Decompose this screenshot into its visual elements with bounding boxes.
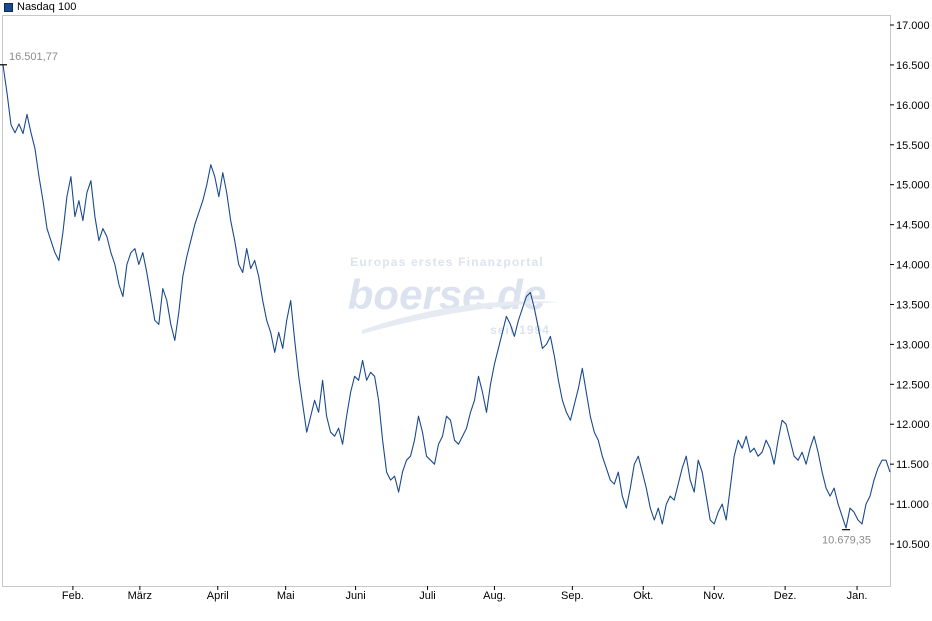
legend-swatch <box>4 2 13 12</box>
x-tick-label: April <box>207 590 229 602</box>
series-layer <box>2 64 891 529</box>
x-tick-label: Jan. <box>847 590 868 602</box>
x-tick-label: Sep. <box>561 590 584 602</box>
x-tick-label: Feb. <box>62 590 84 602</box>
y-tick-label: 10.500 <box>896 539 930 551</box>
x-tick-label: Nov. <box>703 590 725 602</box>
y-tick-label: 15.000 <box>896 180 930 192</box>
watermark-swoosh <box>362 301 560 334</box>
y-tick-label: 14.000 <box>896 260 930 272</box>
y-tick-label: 16.500 <box>896 60 930 72</box>
y-tick-label: 13.000 <box>896 339 930 351</box>
watermark-bottom-text: seit 1994 <box>490 323 550 337</box>
annotations-layer: 16.501,77 10.679,35 <box>0 51 871 547</box>
y-axis: 17.000 16.500 16.000 15.500 15.000 14.500 14.0… <box>890 20 930 551</box>
x-tick-label: Juli <box>419 590 436 602</box>
min-value-label: 10.679,35 <box>822 535 871 547</box>
y-tick-label: 15.500 <box>896 140 930 152</box>
watermark-top-text: Europas erstes Finanzportal <box>350 255 544 269</box>
legend-label: Nasdaq 100 <box>17 1 77 13</box>
series-line-nasdaq-100 <box>2 64 891 529</box>
x-tick-label: Okt. <box>633 590 653 602</box>
y-tick-label: 11.500 <box>896 459 929 471</box>
watermark: Europas erstes Finanzportal boerse.de se… <box>348 255 560 337</box>
x-tick-label: Dez. <box>774 590 797 602</box>
y-tick-label: 14.500 <box>896 220 930 232</box>
y-tick-label: 13.500 <box>896 299 930 311</box>
y-tick-label: 11.000 <box>896 499 929 511</box>
y-tick-label: 12.000 <box>896 419 930 431</box>
x-tick-label: Aug. <box>483 590 506 602</box>
chart-legend: Nasdaq 100 <box>4 0 76 14</box>
x-axis: Feb. März April Mai Juni Juli Aug. Sep. Okt. Nov.… <box>62 586 868 602</box>
x-tick-label: Juni <box>346 590 366 602</box>
y-tick-label: 12.500 <box>896 379 930 391</box>
plot-area <box>2 15 891 587</box>
x-tick-label: März <box>128 590 152 602</box>
y-tick-label: 17.000 <box>896 20 930 32</box>
max-value-label: 16.501,77 <box>9 51 58 63</box>
x-tick-label: Mai <box>277 590 295 602</box>
y-tick-label: 16.000 <box>896 100 930 112</box>
